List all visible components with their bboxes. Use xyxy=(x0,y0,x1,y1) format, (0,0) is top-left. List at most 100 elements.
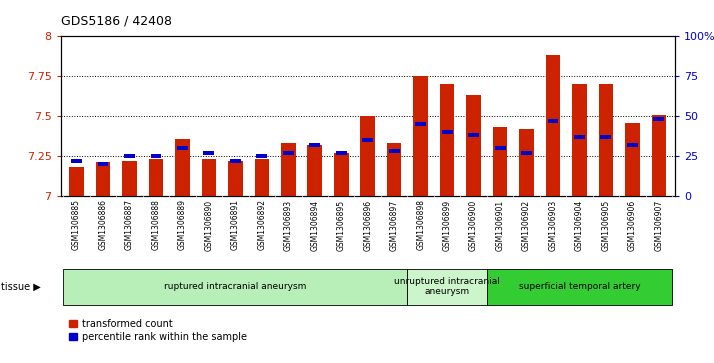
Bar xyxy=(381,36,408,196)
Bar xyxy=(521,151,532,155)
Text: tissue ▶: tissue ▶ xyxy=(1,282,41,292)
Bar xyxy=(625,123,640,196)
Text: GSM1306901: GSM1306901 xyxy=(496,200,505,250)
Bar xyxy=(283,151,293,155)
Bar xyxy=(116,36,143,196)
Bar xyxy=(143,36,169,196)
Bar xyxy=(177,146,188,150)
Bar xyxy=(495,146,506,150)
Bar xyxy=(196,36,222,196)
Bar xyxy=(69,167,84,196)
Bar xyxy=(275,36,301,196)
Text: GSM1306902: GSM1306902 xyxy=(522,200,531,250)
Bar xyxy=(334,153,348,196)
Bar xyxy=(598,84,613,196)
Bar xyxy=(434,36,461,196)
Bar xyxy=(415,122,426,126)
Legend: transformed count, percentile rank within the sample: transformed count, percentile rank withi… xyxy=(66,315,251,346)
Bar xyxy=(493,127,508,196)
Bar xyxy=(301,36,328,196)
Bar xyxy=(281,143,296,196)
Bar xyxy=(169,36,196,196)
Bar xyxy=(151,154,161,158)
Bar xyxy=(653,117,664,121)
Bar xyxy=(461,36,487,196)
Text: GSM1306894: GSM1306894 xyxy=(311,200,319,250)
Bar xyxy=(440,84,454,196)
Text: GSM1306898: GSM1306898 xyxy=(416,200,425,250)
Bar xyxy=(256,154,267,158)
Text: GSM1306905: GSM1306905 xyxy=(601,200,610,251)
Bar xyxy=(248,36,275,196)
Bar xyxy=(408,36,434,196)
Bar xyxy=(566,36,593,196)
Bar xyxy=(362,138,373,142)
Text: GSM1306907: GSM1306907 xyxy=(654,200,663,251)
Bar xyxy=(548,119,558,123)
Bar xyxy=(228,161,243,196)
Bar xyxy=(387,143,401,196)
Bar xyxy=(64,36,90,196)
Bar xyxy=(98,162,109,166)
Bar xyxy=(203,151,214,155)
Text: GSM1306899: GSM1306899 xyxy=(443,200,452,250)
Bar xyxy=(124,154,135,158)
Bar xyxy=(593,36,619,196)
Bar xyxy=(487,269,672,305)
Bar xyxy=(361,116,375,196)
Bar xyxy=(71,159,82,163)
Bar xyxy=(572,84,587,196)
Bar xyxy=(540,36,566,196)
Text: GSM1306903: GSM1306903 xyxy=(548,200,558,251)
Bar xyxy=(627,143,638,147)
Bar xyxy=(328,36,354,196)
Bar xyxy=(619,36,645,196)
Bar xyxy=(354,36,381,196)
Text: superficial temporal artery: superficial temporal artery xyxy=(518,282,640,291)
Bar xyxy=(442,130,453,134)
Text: GSM1306887: GSM1306887 xyxy=(125,200,134,250)
Text: GSM1306906: GSM1306906 xyxy=(628,200,637,251)
Bar xyxy=(175,139,190,196)
Bar xyxy=(545,56,560,196)
Text: GSM1306895: GSM1306895 xyxy=(337,200,346,250)
Bar xyxy=(149,159,164,196)
Bar xyxy=(96,163,111,196)
Bar xyxy=(652,115,666,196)
Bar xyxy=(466,95,481,196)
Text: GSM1306904: GSM1306904 xyxy=(575,200,584,251)
Bar xyxy=(64,269,408,305)
Bar xyxy=(122,161,137,196)
Text: GSM1306893: GSM1306893 xyxy=(283,200,293,250)
Bar xyxy=(90,36,116,196)
Text: GSM1306888: GSM1306888 xyxy=(151,200,161,250)
Bar xyxy=(413,76,428,196)
Bar xyxy=(255,159,269,196)
Bar xyxy=(519,129,534,196)
Bar xyxy=(222,36,248,196)
Bar xyxy=(600,135,611,139)
Bar xyxy=(645,36,672,196)
Bar xyxy=(513,36,540,196)
Bar xyxy=(336,151,347,155)
Text: GSM1306890: GSM1306890 xyxy=(204,200,213,250)
Text: GSM1306896: GSM1306896 xyxy=(363,200,372,250)
Text: ruptured intracranial aneurysm: ruptured intracranial aneurysm xyxy=(164,282,306,291)
Text: GSM1306892: GSM1306892 xyxy=(257,200,266,250)
Bar xyxy=(201,159,216,196)
Text: unruptured intracranial
aneurysm: unruptured intracranial aneurysm xyxy=(394,277,500,297)
Bar xyxy=(487,36,513,196)
Bar xyxy=(308,145,322,196)
Text: GSM1306886: GSM1306886 xyxy=(99,200,108,250)
Bar xyxy=(574,135,585,139)
Bar xyxy=(468,133,479,137)
Text: GDS5186 / 42408: GDS5186 / 42408 xyxy=(61,15,171,28)
Text: GSM1306885: GSM1306885 xyxy=(72,200,81,250)
Bar xyxy=(230,159,241,163)
Text: GSM1306889: GSM1306889 xyxy=(178,200,187,250)
Bar xyxy=(309,143,321,147)
Bar xyxy=(408,269,487,305)
Text: GSM1306891: GSM1306891 xyxy=(231,200,240,250)
Text: GSM1306900: GSM1306900 xyxy=(469,200,478,251)
Bar xyxy=(388,149,400,153)
